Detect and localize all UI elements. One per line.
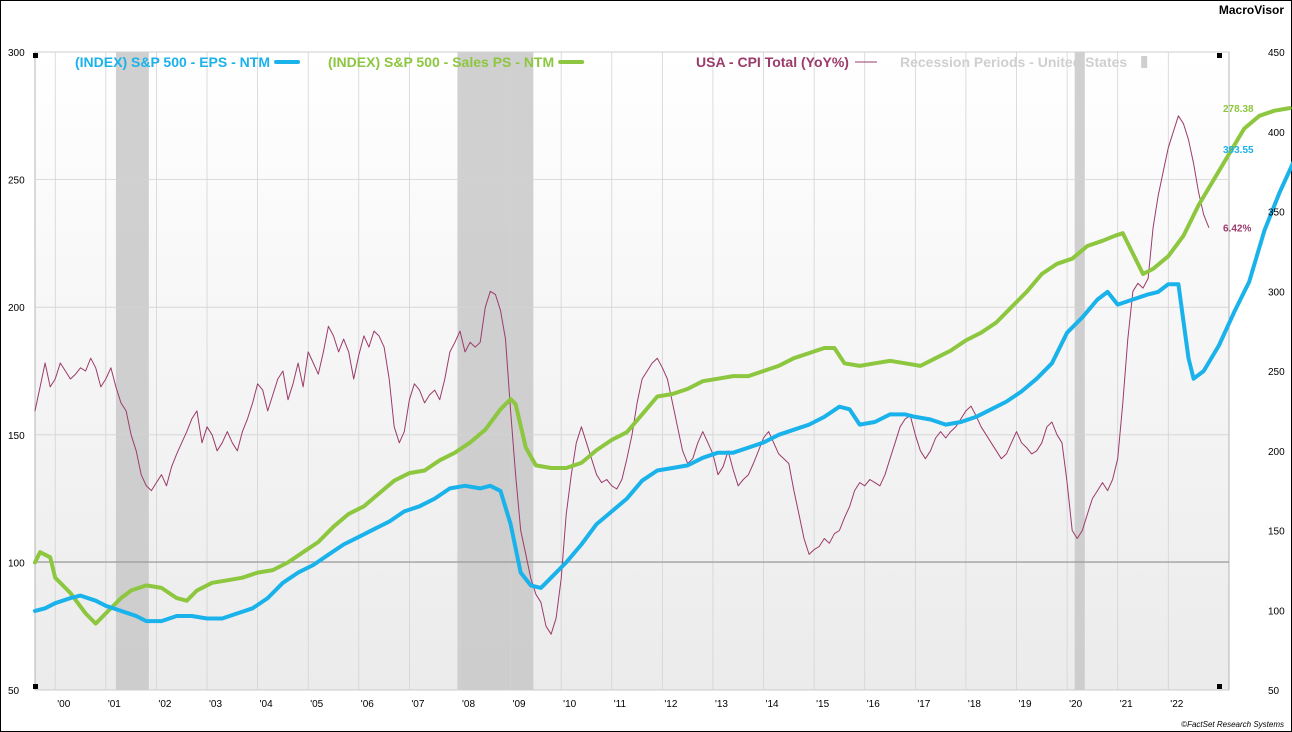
end-label-2: 6.42% [1223, 223, 1251, 234]
y-right-tick-label: 50 [1268, 686, 1280, 697]
y-right-tick-label: 450 [1268, 48, 1285, 59]
x-tick-label: '14 [766, 699, 779, 710]
y-right-tick-label: 250 [1268, 367, 1285, 378]
x-tick-label: '01 [108, 699, 121, 710]
y-right-tick-label: 200 [1268, 447, 1285, 458]
y-right-tick-label: 100 [1268, 606, 1285, 617]
y-right-tick-label: 350 [1268, 208, 1285, 219]
y-right-tick-label: 400 [1268, 128, 1285, 139]
y-left-tick-label: 150 [8, 431, 25, 442]
end-labels: 393.55 278.38 6.42% [1223, 104, 1254, 234]
credit-label: ©FactSet Research Systems [1181, 720, 1284, 729]
y-left-tick-label: 100 [8, 558, 25, 569]
legend-label-0: (INDEX) S&P 500 - EPS - NTM [75, 54, 270, 70]
x-tick-label: '18 [968, 699, 981, 710]
y-left-tick-label: 50 [8, 686, 20, 697]
x-tick-label: '06 [361, 699, 374, 710]
brand-label: MacroVisor [1218, 3, 1284, 17]
x-tick-label: '17 [917, 699, 930, 710]
x-tick-label: '09 [513, 699, 526, 710]
x-tick-label: '04 [260, 699, 273, 710]
x-tick-label: '15 [816, 699, 829, 710]
x-tick-label: '11 [614, 699, 627, 710]
x-tick-label: '10 [563, 699, 576, 710]
recession-band [115, 52, 149, 690]
legend-label-3: Recession Periods - United States [900, 54, 1127, 70]
x-tick-label: '02 [158, 699, 171, 710]
recession-bands [115, 52, 1085, 690]
corner-marker-tr [1217, 53, 1222, 58]
x-tick-label: '12 [664, 699, 677, 710]
y-right-tick-label: 150 [1268, 527, 1285, 538]
x-tick-label: '07 [411, 699, 424, 710]
plot-area [34, 51, 1230, 691]
x-tick-label: '21 [1120, 699, 1133, 710]
series-lines [33, 106, 1292, 635]
series-line-1 [33, 106, 1292, 626]
y-left-tick-label: 200 [8, 303, 25, 314]
corner-marker-br [1217, 684, 1222, 689]
corner-marker-bl [33, 684, 38, 689]
x-tick-label: '19 [1019, 699, 1032, 710]
legend-label-2: USA - CPI Total (YoY%) [696, 54, 849, 70]
x-tick-label: '00 [57, 699, 70, 710]
recession-band [1074, 52, 1085, 690]
series-line-2 [34, 115, 1210, 635]
x-tick-label: '13 [715, 699, 728, 710]
y-left-tick-label: 250 [8, 176, 25, 187]
y-right-tick-label: 300 [1268, 287, 1285, 298]
x-tick-label: '05 [310, 699, 323, 710]
x-tick-label: '22 [1170, 699, 1183, 710]
x-tick-label: '16 [867, 699, 880, 710]
corner-marker-tl [33, 53, 38, 58]
x-tick-label: '08 [462, 699, 475, 710]
end-label-1: 278.38 [1223, 104, 1254, 115]
recession-band [457, 52, 534, 690]
grid-lines [35, 51, 1229, 691]
axis-labels: 50 100 150 200 250 300 50 100 150 200 250 300 350 400… [8, 48, 1285, 710]
x-tick-label: '03 [209, 699, 222, 710]
series-line-0 [33, 160, 1292, 624]
legend: (INDEX) S&P 500 - EPS - NTM (INDEX) S&P 5… [75, 54, 1148, 70]
legend-label-1: (INDEX) S&P 500 - Sales PS - NTM [328, 54, 554, 70]
x-tick-label: '20 [1069, 699, 1082, 710]
end-label-0: 393.55 [1223, 145, 1254, 156]
y-left-tick-label: 300 [8, 48, 25, 59]
legend-swatch-3 [1141, 56, 1148, 68]
